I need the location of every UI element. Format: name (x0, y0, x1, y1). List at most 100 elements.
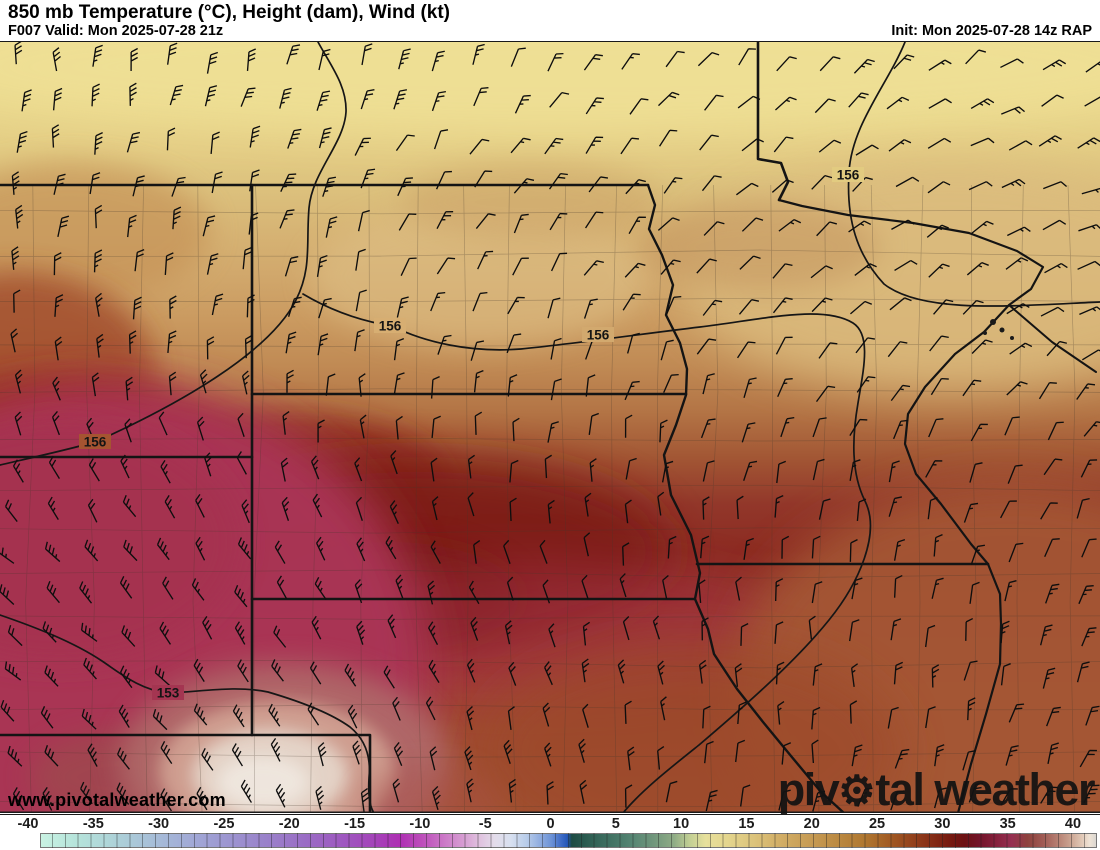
wind-barb (468, 580, 480, 605)
wind-barb (94, 204, 103, 229)
contour-label: 156 (79, 434, 111, 450)
wind-barb (467, 492, 475, 517)
county-line (192, 185, 203, 813)
wind-barb (774, 495, 784, 518)
wind-barb (275, 783, 286, 808)
wind-barb (965, 617, 974, 641)
wind-barb (818, 139, 842, 153)
wind-barb (771, 179, 794, 193)
wind-barb (193, 703, 208, 726)
wind-barb (126, 131, 141, 153)
wind-barb (588, 412, 599, 435)
wind-barb (472, 43, 485, 65)
wind-barb (1038, 382, 1057, 400)
wind-barb (14, 42, 23, 65)
wind-barb (622, 542, 630, 566)
wind-barb (743, 537, 754, 560)
wind-barb (1047, 421, 1064, 441)
wind-barb (117, 747, 130, 770)
wind-barb (851, 744, 863, 767)
wind-barb (130, 47, 138, 72)
wind-barb (429, 746, 438, 771)
wind-barb (316, 536, 326, 561)
wind-barb (1076, 497, 1090, 519)
wind-barb (1078, 584, 1094, 605)
wind-barb (624, 262, 646, 278)
wind-barb (925, 706, 936, 729)
wind-barb (506, 333, 522, 354)
wind-barb (658, 91, 680, 107)
wind-barb (887, 341, 908, 358)
wind-barb (1043, 181, 1068, 190)
wind-barb (585, 136, 604, 154)
wind-barb (1043, 458, 1063, 476)
wind-barb (617, 659, 626, 684)
wind-barb (276, 575, 288, 600)
wind-barb (83, 657, 97, 680)
wind-barb (888, 139, 912, 152)
wind-barb (201, 747, 214, 771)
wind-barb (240, 87, 256, 107)
wind-barb (735, 182, 759, 196)
wind-barb (10, 328, 19, 353)
wind-barb (895, 176, 920, 188)
wind-barb (167, 330, 177, 353)
wind-barb (397, 177, 413, 197)
wind-barb (657, 660, 665, 685)
wind-barb (356, 537, 366, 562)
wind-barb (928, 98, 952, 109)
wind-barb (1006, 381, 1028, 396)
wind-barb (509, 497, 517, 522)
wind-barb (772, 297, 793, 314)
wind-barb (701, 617, 709, 641)
wind-barb (774, 621, 784, 644)
wind-barb (583, 532, 591, 557)
wind-barb (665, 295, 682, 315)
wind-barb (125, 376, 134, 401)
wind-barb (1001, 178, 1026, 189)
wind-barb (1081, 538, 1097, 558)
contour-label: 153 (152, 685, 184, 701)
wind-barb (928, 263, 950, 278)
wind-barb (816, 221, 838, 237)
wind-barb (96, 333, 104, 358)
wind-barb (667, 535, 677, 559)
wind-barb (91, 372, 100, 397)
wind-barb (314, 576, 327, 600)
wind-barb (395, 134, 415, 152)
wind-barb (473, 86, 489, 107)
wind-barb (811, 739, 819, 764)
colorbar-strip (40, 833, 1097, 848)
wind-barb (81, 708, 97, 730)
wind-barb (889, 297, 912, 311)
wind-barb (856, 498, 867, 521)
wind-barb (1008, 140, 1033, 151)
map-region[interactable]: 156 156 156 156 (0, 41, 1100, 815)
svg-text:156: 156 (587, 328, 610, 343)
wind-barb (14, 411, 23, 436)
wind-barb (392, 696, 401, 721)
wind-barb (428, 621, 439, 645)
wind-barb (933, 299, 954, 315)
wind-barb (196, 786, 208, 811)
wind-barb (51, 411, 60, 436)
title-bar: 850 mb Temperature (°C), Height (dam), W… (0, 0, 1100, 41)
wind-barb (1006, 303, 1030, 315)
colorbar-tick-label: 35 (999, 816, 1016, 832)
wind-barb (270, 738, 281, 762)
wind-barb (546, 781, 554, 805)
wind-barb (120, 454, 130, 479)
wind-barb (887, 706, 899, 729)
wind-barb (358, 373, 366, 397)
wind-barb (1079, 749, 1097, 768)
colorbar-tick-label: 40 (1064, 816, 1082, 832)
wind-barb (624, 414, 633, 438)
wind-barb (736, 495, 744, 520)
wind-barb (582, 621, 591, 646)
wind-barb (433, 129, 449, 150)
wind-barb (968, 782, 984, 803)
wind-barb (204, 85, 218, 107)
wind-barb (172, 206, 182, 230)
wind-barb (891, 219, 915, 230)
wind-barb (969, 462, 983, 483)
